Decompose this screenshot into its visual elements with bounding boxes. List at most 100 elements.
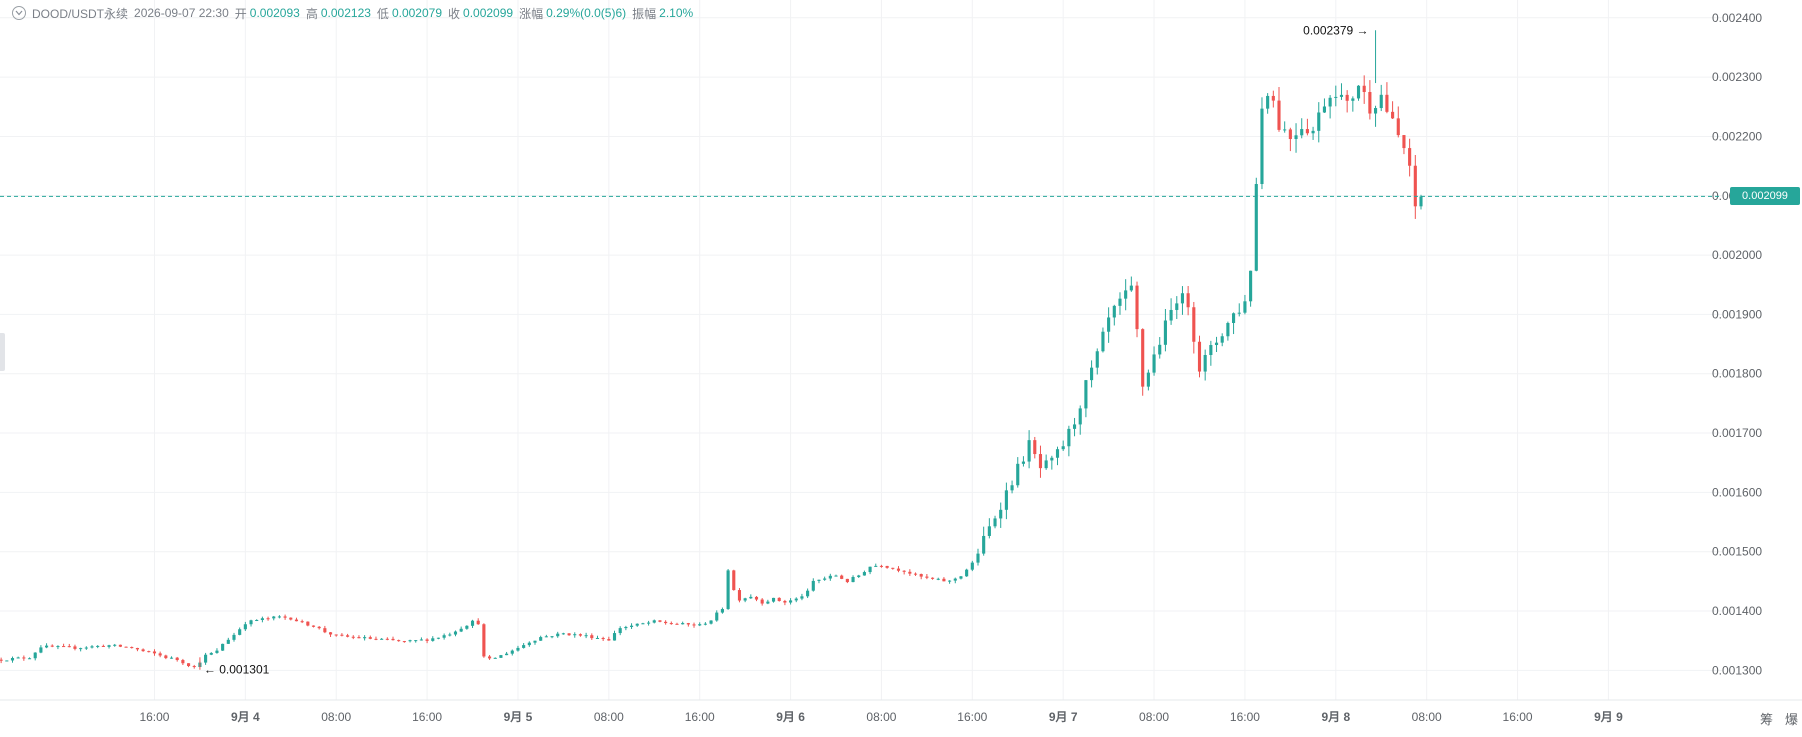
y-tick-label: 0.001400 bbox=[1712, 604, 1762, 618]
candle-body bbox=[391, 638, 395, 641]
candle-body bbox=[561, 633, 565, 635]
high-label: 高 bbox=[305, 6, 318, 21]
candle-body bbox=[192, 666, 196, 668]
candle-body bbox=[1249, 270, 1253, 302]
candle-body bbox=[771, 597, 776, 602]
candle-body bbox=[1152, 354, 1156, 373]
candle-body bbox=[130, 647, 134, 649]
candle-body bbox=[1186, 293, 1190, 308]
candle-body bbox=[607, 639, 611, 641]
candle-body bbox=[107, 645, 111, 647]
change-value: 0.29%(0.0(5)6) bbox=[546, 6, 627, 20]
candle-body bbox=[686, 623, 690, 625]
candle-body bbox=[1311, 130, 1315, 134]
candle-body bbox=[1373, 108, 1378, 114]
candle-body bbox=[692, 624, 696, 626]
candle-body bbox=[720, 609, 724, 613]
candle-body bbox=[226, 639, 230, 644]
candle-body bbox=[1226, 322, 1230, 337]
candle-body bbox=[1163, 320, 1167, 345]
candle-body bbox=[1158, 344, 1162, 355]
candle-body bbox=[1061, 446, 1065, 450]
amplitude-label: 振幅 bbox=[632, 6, 657, 21]
candle-body bbox=[970, 562, 974, 570]
x-tick-label: 9月 9 bbox=[1594, 710, 1623, 724]
candle-body bbox=[942, 578, 946, 582]
y-tick-label: 0.001300 bbox=[1712, 663, 1762, 677]
candle-body bbox=[681, 623, 685, 625]
candle-body bbox=[294, 619, 299, 622]
candle-body bbox=[0, 659, 3, 661]
liquidation-button[interactable]: 爆 bbox=[1784, 712, 1798, 727]
candle-body bbox=[1033, 440, 1037, 455]
candle-body bbox=[806, 590, 810, 597]
candle-body bbox=[698, 624, 702, 626]
y-tick-label: 0.002200 bbox=[1712, 129, 1762, 143]
x-tick-label: 08:00 bbox=[1139, 710, 1169, 724]
candle-body bbox=[675, 623, 679, 625]
candle-body bbox=[1010, 485, 1014, 491]
candle-body bbox=[601, 637, 605, 640]
candle-body bbox=[857, 575, 861, 577]
candle-body bbox=[522, 645, 526, 648]
symbol-name: DOOD/USDT永续 bbox=[32, 6, 129, 21]
y-tick-label: 0.001500 bbox=[1712, 545, 1762, 559]
candle-body bbox=[550, 636, 554, 638]
candle-body bbox=[5, 660, 9, 662]
candle-body bbox=[283, 616, 287, 618]
x-tick-label: 08:00 bbox=[1412, 710, 1442, 724]
candle-body bbox=[726, 570, 730, 610]
y-tick-label: 0.002300 bbox=[1712, 70, 1762, 84]
candle-body bbox=[1072, 424, 1077, 429]
candle-body bbox=[1356, 85, 1361, 99]
candle-body bbox=[45, 645, 49, 648]
candle-body bbox=[618, 628, 622, 634]
y-tick-label: 0.002400 bbox=[1712, 11, 1762, 25]
chip-distribution-button[interactable]: 筹 bbox=[1759, 712, 1773, 727]
candle-body bbox=[715, 612, 719, 621]
candle-body bbox=[743, 598, 747, 601]
y-tick-label: 0.001600 bbox=[1712, 485, 1762, 499]
candle-body bbox=[1317, 112, 1321, 131]
candle-body bbox=[578, 634, 582, 636]
candle-body bbox=[629, 625, 634, 627]
candle-body bbox=[16, 657, 20, 659]
candle-body bbox=[1351, 98, 1355, 101]
candle-body bbox=[27, 658, 32, 660]
ohlc-legend: DOOD/USDT永续 2026-09-07 22:30 开 0.002093 高… bbox=[12, 4, 693, 22]
candle-body bbox=[419, 639, 423, 641]
candle-body bbox=[1391, 111, 1395, 119]
candle-body bbox=[999, 509, 1003, 519]
candle-body bbox=[255, 620, 259, 622]
candle-body bbox=[789, 600, 793, 603]
candle-body bbox=[533, 640, 537, 643]
candle-body bbox=[1203, 355, 1207, 372]
candle-body bbox=[1067, 428, 1071, 447]
candle-body bbox=[732, 570, 736, 591]
candle-body bbox=[425, 639, 429, 641]
candle-body bbox=[584, 635, 588, 637]
close-value: 0.002099 bbox=[463, 6, 514, 20]
candle-body bbox=[930, 577, 935, 579]
collapse-legend-icon[interactable] bbox=[12, 6, 26, 20]
candle-body bbox=[987, 526, 991, 536]
drawing-toolbar-toggle[interactable] bbox=[0, 333, 5, 371]
candle-body bbox=[834, 575, 838, 577]
candle-body bbox=[232, 634, 236, 640]
candle-body bbox=[1271, 95, 1275, 101]
candle-body bbox=[488, 656, 492, 659]
candle-body bbox=[1396, 118, 1400, 136]
candle-body bbox=[164, 655, 168, 659]
candle-body bbox=[1192, 307, 1196, 342]
candle-body bbox=[1214, 342, 1219, 346]
candle-body bbox=[465, 625, 469, 629]
x-tick-label: 08:00 bbox=[321, 710, 351, 724]
candle-body bbox=[1419, 196, 1423, 207]
candle-body bbox=[124, 646, 128, 648]
candle-body bbox=[868, 566, 872, 573]
low-label: 低 bbox=[376, 6, 389, 21]
candle-body bbox=[794, 598, 798, 601]
candle-body bbox=[539, 637, 543, 641]
